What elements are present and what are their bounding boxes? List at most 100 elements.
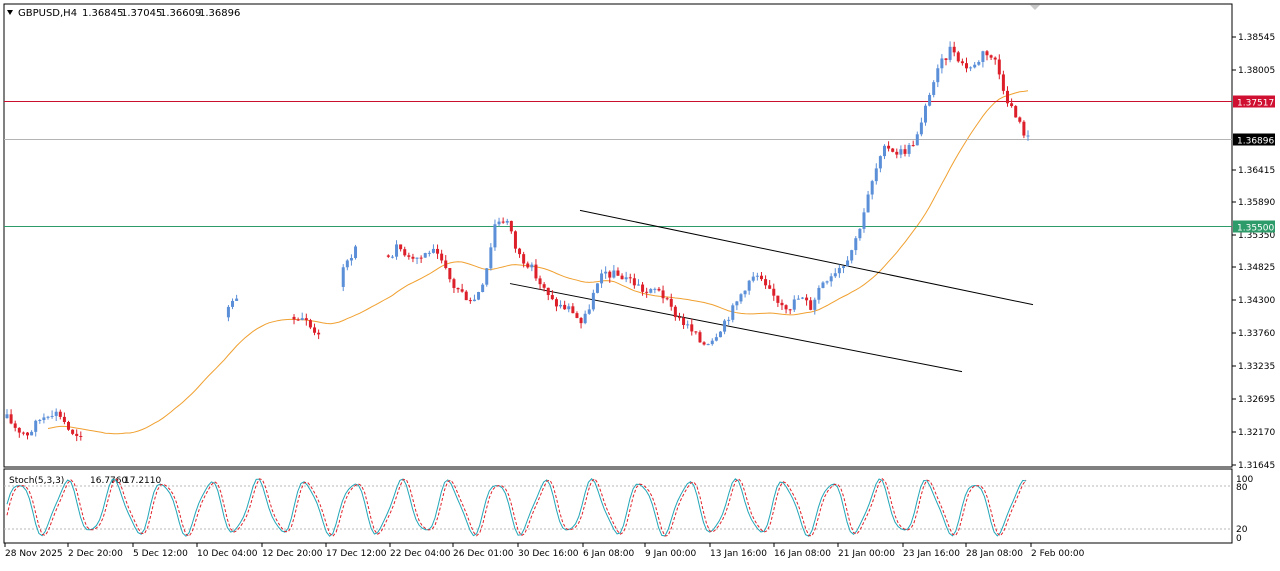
- candle-body: [764, 279, 768, 286]
- candle-body: [907, 145, 911, 154]
- header-close: 1.36896: [199, 8, 240, 19]
- candle-body: [862, 212, 866, 229]
- level-tag-text-resistance: 1.37517: [1237, 99, 1274, 109]
- candle-body: [534, 264, 538, 279]
- candle-body: [354, 246, 358, 259]
- candle-body: [788, 309, 792, 311]
- candle-body: [755, 275, 759, 277]
- candle-body: [989, 55, 993, 58]
- candle-body: [38, 420, 42, 422]
- candle-body: [661, 290, 665, 299]
- candle-body: [948, 46, 952, 60]
- candle-body: [579, 317, 583, 324]
- price-axis[interactable]: 1.38545 1.38005 1.36415 1.35890 1.35350 1.348…: [1232, 33, 1275, 471]
- header-symbol: GBPUSD,H4: [18, 8, 77, 19]
- trend-channel-layer: [509, 209, 1034, 373]
- candle-body: [431, 248, 435, 253]
- candle-body: [690, 324, 694, 332]
- candle-body: [464, 291, 468, 301]
- candle-body: [591, 292, 595, 310]
- candle-body: [747, 280, 751, 291]
- price-axis-label: 1.35890: [1238, 198, 1275, 208]
- candle-body: [456, 287, 460, 290]
- price-axis-label: 1.33235: [1238, 362, 1275, 372]
- candle-body: [58, 411, 62, 417]
- candle-body: [46, 416, 50, 418]
- candle-body: [411, 256, 415, 259]
- candle-body: [587, 309, 591, 314]
- candle-body: [800, 297, 804, 299]
- candle-body: [67, 422, 71, 430]
- time-axis-label: 30 Dec 16:00: [518, 549, 579, 559]
- candle-body: [694, 331, 698, 333]
- candle-body: [911, 145, 915, 147]
- price-axis-label: 1.33760: [1238, 329, 1275, 339]
- candle-body: [604, 271, 608, 274]
- candle-body: [444, 260, 448, 269]
- candle-body: [292, 316, 296, 320]
- candle-body: [542, 284, 546, 288]
- candle-body: [518, 248, 522, 255]
- candle-body: [784, 305, 788, 310]
- candle-body: [538, 278, 542, 285]
- candle-body: [923, 105, 927, 123]
- candle-body: [440, 253, 444, 261]
- candle-body: [919, 122, 923, 135]
- candle-body: [226, 306, 230, 318]
- candle-body: [833, 273, 837, 277]
- candle-body: [419, 257, 423, 259]
- candle-body: [759, 275, 763, 280]
- candle-body: [985, 51, 989, 56]
- channel-upper-line: [579, 209, 1034, 306]
- time-axis-label: 23 Jan 16:00: [903, 549, 960, 559]
- candle-body: [300, 318, 304, 320]
- time-axis-label: 21 Jan 00:00: [838, 549, 895, 559]
- level-tag-support: [1233, 220, 1275, 233]
- candle-body: [854, 238, 858, 251]
- stoch-level-20: 20: [1236, 525, 1248, 535]
- candle-body: [698, 332, 702, 343]
- candle-body: [1001, 74, 1005, 91]
- level-tag-text-support: 1.35500: [1237, 224, 1274, 234]
- candle-body: [735, 301, 739, 306]
- candle-body: [751, 276, 755, 281]
- candle-body: [395, 244, 399, 257]
- candle-body: [567, 306, 571, 310]
- candle-body: [612, 270, 616, 278]
- time-axis-label: 17 Dec 12:00: [326, 549, 387, 559]
- candle-body: [928, 94, 932, 106]
- symbol-menu-chevron-icon[interactable]: [7, 10, 13, 15]
- candle-body: [1022, 121, 1026, 136]
- candle-body: [513, 231, 517, 249]
- candle-body: [887, 145, 891, 149]
- candle-body: [54, 411, 58, 416]
- stoch-main-value: 16.7760: [90, 476, 127, 486]
- candle-body: [546, 287, 550, 296]
- candle-body: [468, 300, 472, 302]
- time-axis[interactable]: 28 Nov 2025 2 Dec 20:00 5 Dec 12:00 10 Dec …: [4, 543, 1085, 559]
- candle-body: [1014, 106, 1018, 118]
- moving-average-line: [47, 90, 1029, 435]
- candle-body: [903, 149, 907, 154]
- header-high: 1.37045: [121, 8, 162, 19]
- candle-body: [940, 58, 944, 69]
- candle-body: [9, 414, 13, 424]
- level-tag-resistance: [1233, 95, 1275, 108]
- price-axis-label: 1.38005: [1238, 66, 1275, 76]
- candle-body: [559, 304, 563, 307]
- candle-body: [1005, 90, 1009, 104]
- candle-body: [960, 61, 964, 64]
- stoch-panel-frame: [3, 468, 1233, 544]
- price-axis-label: 1.35350: [1238, 231, 1275, 241]
- candle-body: [702, 342, 706, 345]
- candle-body: [308, 320, 312, 328]
- candle-body: [776, 295, 780, 303]
- time-axis-label: 6 Jan 08:00: [583, 549, 635, 559]
- stoch-level-80: 80: [1236, 483, 1248, 493]
- shift-marker-icon[interactable]: [1030, 5, 1040, 10]
- candle-body: [628, 277, 632, 279]
- candle-body: [235, 298, 239, 301]
